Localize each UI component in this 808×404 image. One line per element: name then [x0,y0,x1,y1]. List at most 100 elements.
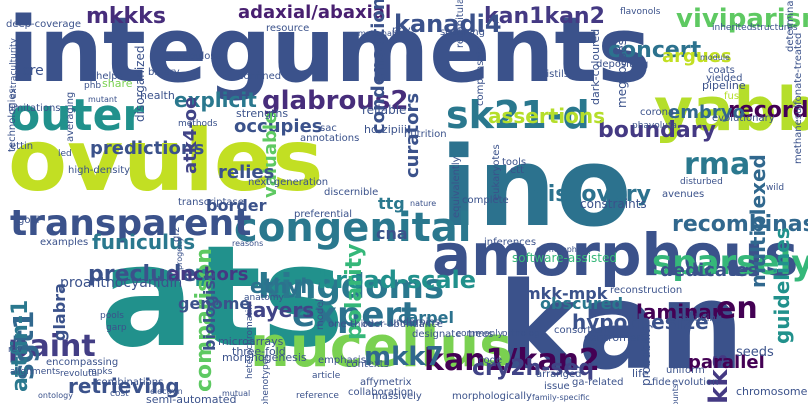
cloud-word: centromere [584,331,648,344]
cloud-word: methods [178,119,218,129]
cloud-word: encompassing [46,357,119,368]
cloud-word: averaging [65,91,76,142]
cloud-word: boundary [598,118,716,143]
cloud-word: gl2 [171,226,182,243]
cloud-word: health [140,89,175,102]
cloud-word: inferences [484,237,537,248]
cloud-word: border [206,196,267,215]
cloud-word: argues [662,46,732,67]
cloud-word: cre [22,63,44,79]
cloud-word: en [716,291,758,326]
cloud-word: wild [766,183,785,193]
cloud-word: designate [412,329,462,340]
cloud-word: phenotypes [261,353,271,404]
cloud-word: ett [510,165,524,176]
cloud-word: examples [40,237,89,248]
cloud-word: nucellus [250,315,513,380]
cloud-word: one-third [328,319,374,330]
cloud-word: discovery [532,182,651,207]
cloud-word: high-density [68,165,131,176]
cloud-word: scanning [440,27,485,38]
cloud-word: kan1/kan2 [424,343,600,378]
cloud-word: helps [96,71,123,82]
cloud-word: electron [150,387,183,396]
cloud-word: resource [266,23,310,34]
cloud-word: ino [440,123,632,251]
cloud-word: embryo [668,102,745,123]
cloud-word: ttg [378,194,405,213]
cloud-word: reconstruction [610,285,683,296]
cloud-word: mutant [88,95,118,104]
cloud-word: expert [292,295,418,335]
cloud-word: preclude [88,262,197,287]
cloud-word: kan [498,258,745,397]
cloud-word: ovules [8,111,324,211]
cloud-word: anchors [168,264,249,285]
cloud-word: led [58,149,72,159]
cloud-word: reference [296,391,339,401]
cloud-word: orthology [502,329,545,339]
cloud-word: eukaryotes [491,144,502,200]
cloud-word: ettin [10,141,34,152]
cloud-word: nutrition [404,129,447,140]
cloud-word: disorganized [133,45,147,123]
cloud-word: pistils [540,69,570,80]
cloud-word: fide [652,377,671,388]
cloud-word: genome [178,294,251,313]
cloud-word: mkk-mpk [524,284,608,303]
cloud-word: ethyl [250,274,308,298]
cloud-word: parallel [688,352,765,373]
cloud-word: inherited [712,23,753,33]
cloud-word: issue [544,381,570,392]
cloud-word: glabrous2 [262,86,409,116]
cloud-word: occupies [234,116,323,137]
cloud-word: model [315,298,326,330]
cloud-word: module [700,53,730,62]
cloud-word: transcriptase [178,197,244,208]
cloud-word: kingdoms [258,267,445,307]
cloud-word: coats [708,65,735,76]
cloud-word: accounts [671,383,680,404]
cloud-word: equivalently [451,156,462,218]
cloud-word: massively [372,391,422,402]
cloud-word: underpins [390,317,440,328]
cloud-word: pools [100,311,124,321]
cloud-word: structures [752,23,798,33]
cloud-word: guidelines [770,227,794,344]
cloud-word: constraints [580,197,647,211]
cloud-word: nature [410,199,437,208]
cloud-word: arranged [536,369,582,380]
cloud-word: trees [468,329,494,340]
cloud-word: yielded [706,73,743,84]
cloud-word: reliable [362,103,407,117]
cloud-word: chromosome [736,385,808,398]
cloud-word: mkk7 [364,342,444,372]
cloud-word: rma [684,147,751,182]
cloud-word: collaboration [348,387,414,398]
cloud-word: three-fold [232,345,286,358]
cloud-word: retrieving [68,374,180,398]
cloud-word: kanadi4 [394,10,502,38]
cloud-word: confined [238,71,282,82]
cloud-word: heterochromatin [245,303,255,379]
cloud-word: sk21-d [446,93,590,137]
cloud-word: discernible [324,187,379,198]
cloud-word: article [312,371,341,381]
cloud-word: biologist [200,272,219,352]
cloud-word: annotations [300,133,360,144]
cloud-word: phv [392,25,411,36]
cloud-word: fuse [724,91,746,102]
cloud-word: broad-scale [318,266,477,294]
cloud-word: ontology [38,391,73,400]
cloud-word: anatomy [244,293,284,303]
cloud-word: cna [376,224,408,243]
cloud-word: complete [462,195,509,206]
cloud-word: family-specific [532,393,590,402]
cloud-word: extraculturity [9,37,19,99]
cloud-word: morphogenesis [222,351,307,364]
cloud-word: code [478,355,503,366]
cloud-word: uniform [666,365,705,376]
cloud-word: ats [100,216,345,379]
cloud-word: mutual [222,389,251,398]
